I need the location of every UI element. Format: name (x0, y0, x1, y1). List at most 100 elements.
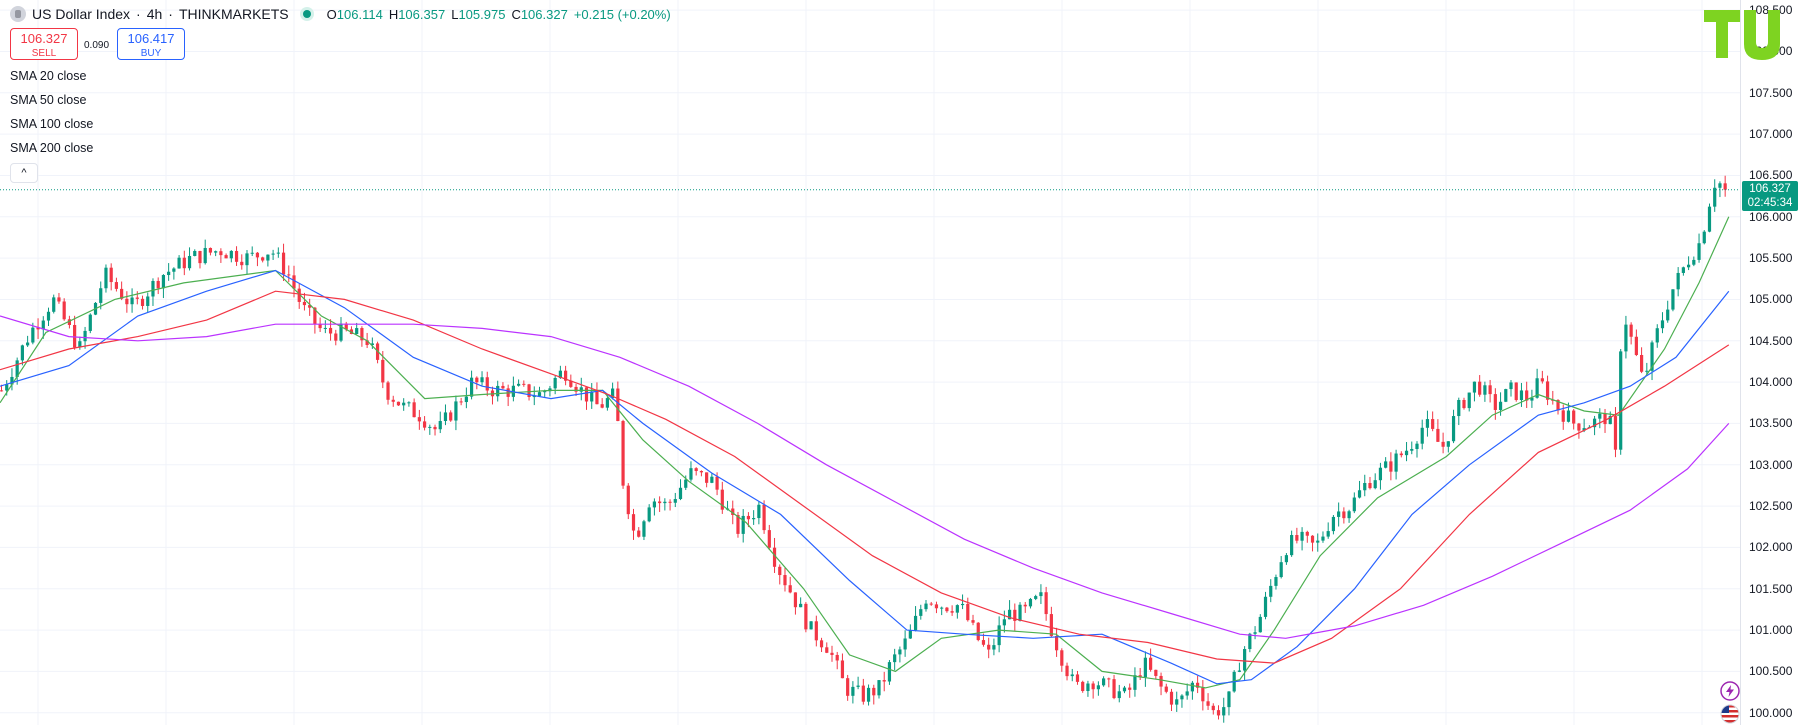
price-chart[interactable] (0, 0, 1740, 725)
candle-body (908, 630, 912, 639)
symbol-name[interactable]: US Dollar Index (32, 6, 131, 22)
candle-body (156, 280, 160, 289)
price-axis[interactable]: 108.500108.000107.500107.000106.500106.0… (1740, 0, 1800, 725)
candle-body (52, 297, 56, 312)
candle-body (1216, 710, 1221, 716)
candle-body (579, 387, 583, 392)
sma-line-3 (0, 290, 1730, 664)
price-axis-tick: 101.500 (1749, 581, 1793, 596)
buy-button[interactable]: 106.417 BUY (117, 28, 185, 60)
candle-body (438, 421, 442, 430)
candle-body (1117, 691, 1121, 699)
candle-body (960, 603, 965, 606)
market-status-icon[interactable] (302, 10, 311, 18)
candle-body (1410, 448, 1414, 451)
candle-body (214, 251, 218, 253)
candle-body (339, 323, 343, 341)
candle-body (1566, 410, 1571, 422)
current-price-tag: 106.327 02:45:34 (1742, 180, 1798, 211)
indicator-sma200[interactable]: SMA 200 close (10, 141, 94, 155)
candle-body (120, 288, 124, 299)
candle-body (407, 402, 411, 404)
candle-body (1389, 461, 1393, 472)
indicator-sma100[interactable]: SMA 100 close (10, 117, 94, 131)
candle-body (720, 489, 724, 510)
candle-body (161, 275, 166, 289)
candle-body (762, 504, 766, 531)
price-axis-tick: 106.000 (1749, 209, 1793, 224)
candle-body (1702, 231, 1706, 244)
candle-body (611, 388, 615, 399)
candle-body (396, 401, 401, 406)
candle-body (182, 257, 186, 269)
price-axis-tick: 107.500 (1749, 85, 1793, 100)
candle-body (292, 275, 296, 289)
candle-body (1603, 413, 1607, 425)
candle-body (412, 402, 416, 418)
candle-body (1326, 531, 1330, 537)
candle-body (167, 271, 171, 276)
candle-body (1122, 687, 1127, 692)
candle-body (1274, 577, 1278, 586)
candle-body (449, 412, 453, 421)
candle-body (1373, 480, 1377, 489)
candle-body (1436, 428, 1440, 442)
candle-body (981, 640, 986, 645)
candle-body (1060, 650, 1064, 666)
candle-body (673, 499, 677, 503)
indicator-sma50[interactable]: SMA 50 close (10, 93, 87, 107)
indicator-sma20[interactable]: SMA 20 close (10, 69, 87, 83)
candle-body (1159, 675, 1163, 687)
candle-body (1222, 707, 1226, 716)
candle-body (1399, 453, 1403, 456)
candle-body (1206, 701, 1210, 706)
separator-2: · (168, 6, 173, 22)
candle-body (1660, 320, 1665, 329)
candle-body (992, 645, 996, 650)
candle-body (804, 603, 808, 630)
high-value: 106.357 (398, 6, 446, 22)
us-flag-icon[interactable] (1720, 704, 1740, 724)
candle-body (255, 252, 260, 258)
candle-body (1472, 381, 1477, 393)
candle-body (381, 359, 385, 383)
candle-body (1686, 264, 1691, 268)
candle-body (276, 252, 280, 254)
candle-body (966, 603, 970, 621)
candle-body (1269, 585, 1273, 597)
candle-body (1446, 441, 1450, 447)
candle-body (595, 391, 599, 405)
candle-body (1681, 267, 1685, 273)
collapse-legend-button[interactable]: ^ (10, 163, 38, 183)
candle-body (699, 471, 704, 473)
candle-body (281, 252, 286, 275)
candle-body (929, 603, 933, 605)
candle-body (1295, 535, 1299, 541)
candle-body (1018, 604, 1022, 621)
candle-body (1316, 540, 1320, 543)
candle-body (88, 314, 92, 331)
candle-body (1467, 392, 1471, 409)
candle-body (1519, 390, 1524, 401)
candle-body (710, 476, 714, 483)
tu-logo-icon (1704, 10, 1780, 60)
interval[interactable]: 4h (146, 6, 163, 22)
candle-body (10, 376, 14, 385)
candle-body (78, 341, 82, 348)
candle-body (229, 250, 233, 259)
candle-body (1185, 691, 1189, 696)
lightning-icon[interactable] (1720, 681, 1740, 701)
candle-body (261, 257, 265, 261)
candle-body (1180, 695, 1184, 700)
candle-body (548, 388, 552, 392)
candle-body (553, 377, 557, 389)
candle-body (694, 468, 698, 472)
candle-body (177, 257, 181, 269)
candle-body (1378, 467, 1383, 481)
sma-line-2 (0, 269, 1730, 685)
candle-body (1634, 336, 1638, 355)
candle-body (308, 305, 312, 308)
candle-body (1175, 699, 1179, 705)
candle-body (1488, 385, 1492, 395)
sell-button[interactable]: 106.327 SELL (10, 28, 78, 60)
